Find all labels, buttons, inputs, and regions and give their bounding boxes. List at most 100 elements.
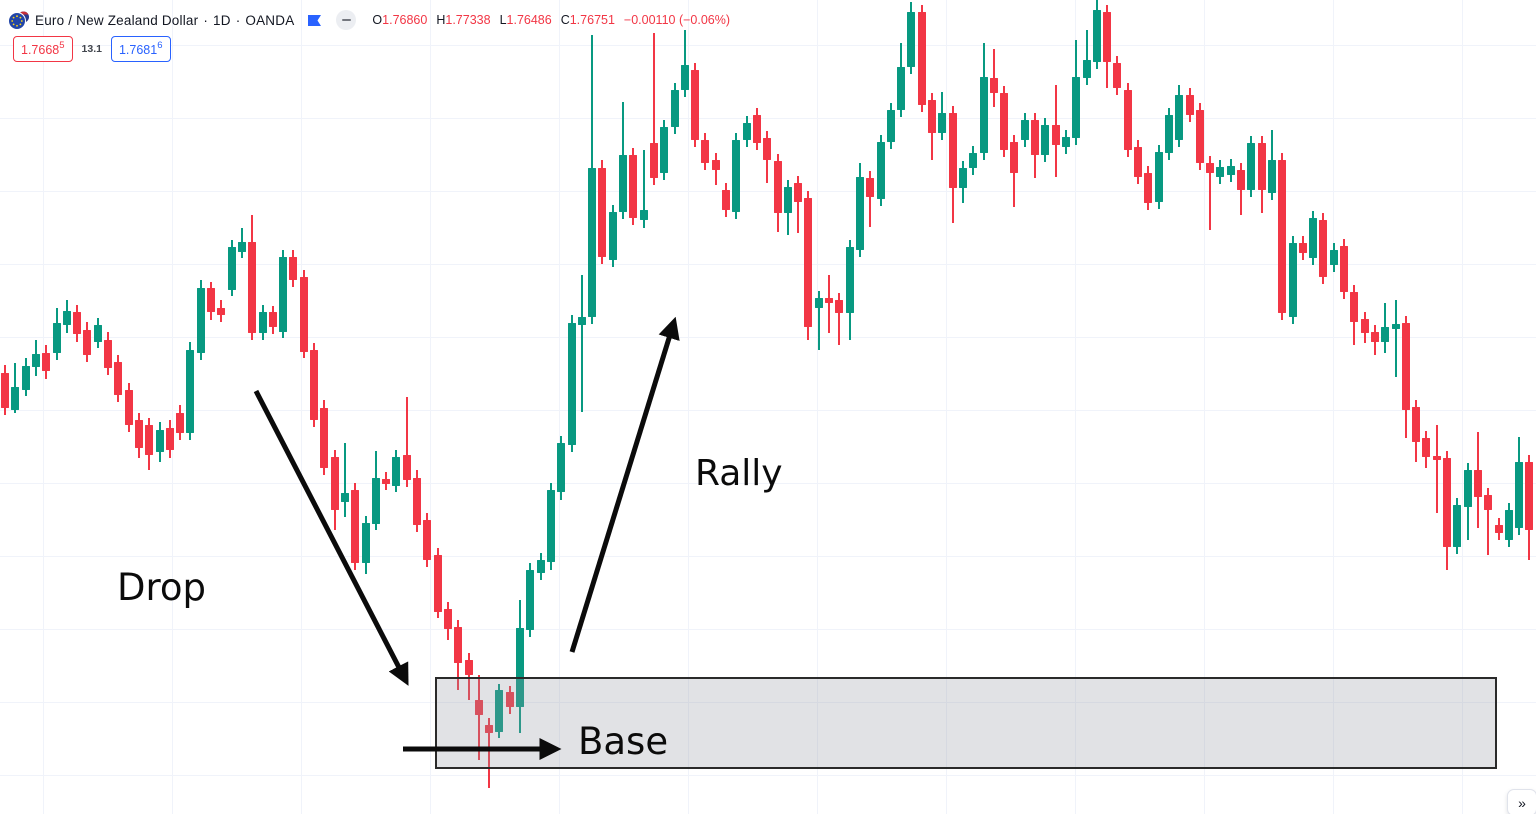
candle-wick	[1209, 156, 1212, 230]
candle-wick	[343, 443, 346, 517]
candle-body	[340, 493, 349, 502]
candle-body	[114, 362, 123, 395]
candle-body	[1329, 250, 1338, 265]
candle-body	[1175, 95, 1184, 140]
candle-body	[155, 430, 164, 452]
candle-body	[21, 366, 30, 390]
candle-body	[299, 277, 308, 352]
candle-body	[248, 242, 257, 333]
candle-wick	[467, 653, 470, 700]
candle-body	[804, 198, 813, 327]
candle-body	[1267, 160, 1276, 193]
candle-body	[1041, 125, 1050, 155]
candle-wick	[652, 33, 655, 185]
candle-body	[1257, 143, 1266, 190]
candle-wick	[869, 171, 872, 227]
candle-body	[1525, 462, 1534, 530]
candle-body	[536, 560, 545, 573]
gridline-vertical	[946, 0, 947, 814]
candle-body	[402, 455, 411, 480]
candle-body	[310, 350, 318, 420]
candle-body	[1463, 470, 1472, 507]
candle-body	[93, 325, 102, 342]
candle-body	[62, 311, 71, 325]
ask-button[interactable]: 1.76816	[110, 36, 171, 63]
bid-pip: 5	[59, 40, 65, 51]
title-separator: ·	[235, 12, 241, 28]
candle-body	[1000, 93, 1009, 150]
base-label[interactable]: Base	[578, 720, 669, 763]
candle-body	[1185, 95, 1194, 115]
base-zone-box[interactable]	[435, 677, 1497, 769]
candle-body	[1061, 137, 1070, 147]
scroll-to-recent-button[interactable]: »	[1507, 789, 1536, 814]
candle-body	[1226, 166, 1235, 175]
hide-indicator-icon[interactable]	[336, 10, 357, 30]
candle-body	[1484, 495, 1493, 510]
candle-body	[83, 330, 92, 355]
bid-button[interactable]: 1.76685	[13, 36, 73, 63]
candle-body	[629, 155, 638, 218]
candle-body	[1247, 143, 1256, 190]
candle-body	[783, 187, 792, 213]
symbol-title[interactable]: Euro / New Zealand Dollar · 1D · OANDA	[35, 13, 294, 28]
candle-body	[557, 443, 566, 492]
candle-body	[1206, 163, 1215, 173]
candle-body	[742, 123, 751, 140]
spread-value: 13.1	[81, 43, 102, 56]
candle-body	[186, 350, 195, 433]
candle-body	[1298, 243, 1307, 253]
gridline-vertical	[1204, 0, 1205, 814]
low-value: 1.76486	[506, 13, 552, 27]
candle-body	[1237, 170, 1245, 190]
candle-body	[371, 478, 380, 524]
gridline-vertical	[817, 0, 818, 814]
candle-body	[11, 387, 20, 410]
candle-body	[1473, 470, 1482, 497]
candle-body	[145, 425, 154, 455]
candle-body	[680, 65, 689, 90]
candle-body	[1092, 10, 1101, 62]
ask-price: 1.7681	[118, 43, 158, 58]
candle-body	[835, 300, 844, 313]
gridline-horizontal	[0, 556, 1536, 557]
candle-body	[938, 113, 947, 133]
candle-body	[505, 692, 514, 707]
candle-body	[464, 660, 473, 675]
flag-icon[interactable]	[306, 12, 322, 28]
candle-body	[577, 317, 586, 325]
rally-label[interactable]: Rally	[695, 453, 783, 494]
candle-body	[1494, 525, 1503, 533]
candle-body	[423, 520, 432, 560]
candle-body	[196, 288, 205, 353]
candle-body	[928, 100, 936, 133]
candle-body	[485, 725, 494, 733]
candle-body	[546, 490, 555, 562]
candle-wick	[1487, 488, 1490, 555]
candle-body	[330, 457, 339, 510]
candle-body	[1216, 167, 1225, 177]
candle-body	[1103, 12, 1112, 62]
candle-wick	[488, 718, 491, 788]
symbol-logo-icon	[8, 11, 29, 30]
candle-body	[1360, 319, 1369, 333]
candle-body	[876, 142, 885, 199]
candle-body	[598, 168, 607, 257]
candle-body	[1123, 90, 1132, 150]
candle-body	[1072, 77, 1081, 138]
low-label: L	[499, 13, 507, 27]
open-value: 1.76860	[382, 13, 428, 27]
candle-body	[794, 183, 803, 202]
timeframe: 1D	[213, 12, 231, 28]
candle-body	[1340, 246, 1348, 292]
candle-body	[814, 298, 823, 308]
candle-body	[773, 161, 782, 213]
candle-wick	[580, 275, 583, 412]
candle-body	[413, 478, 421, 525]
candle-body	[134, 420, 143, 448]
candle-body	[1010, 142, 1019, 173]
candle-body	[1164, 115, 1173, 153]
candle-body	[639, 210, 648, 220]
drop-label[interactable]: Drop	[117, 566, 207, 609]
